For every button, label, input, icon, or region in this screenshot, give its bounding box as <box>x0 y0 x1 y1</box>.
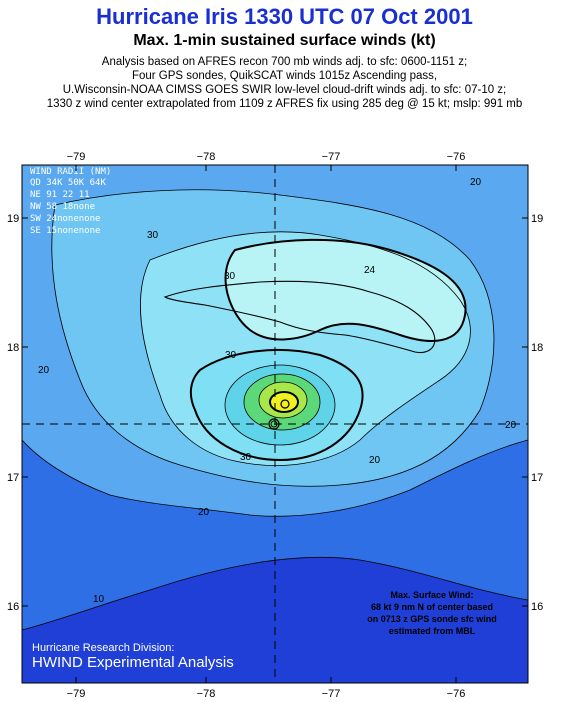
contour-lines <box>22 189 528 631</box>
lat-label-right: 18 <box>531 342 543 354</box>
max-wind-line: 68 kt 9 nm N of center based <box>371 602 493 612</box>
contour-labels: 30 30 30 30 20 20 20 20 20 10 24 <box>38 177 517 605</box>
lon-label-bottom: −78 <box>197 688 216 700</box>
analysis-note-4: 1330 z wind center extrapolated from 110… <box>46 98 523 110</box>
island-jamaica <box>163 280 436 354</box>
contour-label: 30 <box>225 350 237 361</box>
wind-radii-row: SW 24nonenone <box>30 214 100 224</box>
center-crosshair <box>22 165 528 683</box>
contour-label: 10 <box>93 594 105 605</box>
max-wind-note: Max. Surface Wind: 68 kt 9 nm N of cente… <box>367 590 497 636</box>
contour-50kt <box>224 364 336 446</box>
contour-20kt <box>22 556 528 631</box>
contour-55kt <box>243 373 321 431</box>
tick-marks <box>22 165 528 683</box>
max-wind-line: on 0713 z GPS sonde sfc wind <box>367 614 497 624</box>
coastline <box>163 280 436 354</box>
lat-label-right: 17 <box>531 472 543 484</box>
contour-24kt <box>22 439 528 517</box>
contour-label: 24 <box>364 265 376 276</box>
lat-label-left: 19 <box>7 213 19 225</box>
max-wind-line: Max. Surface Wind: <box>391 590 474 600</box>
analysis-note-1: Analysis based on AFRES recon 700 mb win… <box>101 56 468 68</box>
field-band-40kt <box>225 239 466 341</box>
contour-label: 20 <box>38 365 50 376</box>
contour-30kt <box>51 189 495 487</box>
contour-label: 30 <box>240 452 252 463</box>
contour-label: 20 <box>470 177 482 188</box>
wind-radii-header: QD 34K 50K 64K <box>30 178 106 188</box>
lat-label-left: 16 <box>7 601 19 613</box>
credit-division: Hurricane Research Division: <box>32 642 174 654</box>
max-wind-marker <box>280 399 290 409</box>
lon-label-bottom: −79 <box>67 688 86 700</box>
latitude-labels: 19 18 17 16 19 18 17 16 <box>7 213 543 613</box>
field-core-max <box>270 392 298 412</box>
contour-label: 30 <box>147 230 159 241</box>
map-subtitle: Max. 1-min sustained surface winds (kt) <box>133 32 436 49</box>
lat-label-left: 18 <box>7 342 19 354</box>
contour-40kt <box>224 238 467 342</box>
max-wind-line: estimated from MBL <box>389 626 476 636</box>
wind-radii-row: NW 58 18none <box>30 202 95 212</box>
wind-radii-row: NE 91 22 11 <box>30 190 90 200</box>
wind-radii-table: WIND RADII (NM) QD 34K 50K 64K NE 91 22 … <box>30 167 111 236</box>
contour-60kt <box>258 381 308 419</box>
contour-label: 20 <box>505 420 517 431</box>
contour-label: 20 <box>369 455 381 466</box>
lon-label-top: −79 <box>67 151 86 163</box>
longitude-labels: −79 −78 −77 −76 −79 −78 −77 −76 <box>67 151 466 700</box>
lat-label-right: 19 <box>531 213 543 225</box>
lon-label-top: −76 <box>447 151 466 163</box>
contour-64kt <box>269 391 299 413</box>
map-title: Hurricane Iris 1330 UTC 07 Oct 2001 <box>96 4 473 29</box>
lon-label-top: −77 <box>322 151 341 163</box>
lat-label-left: 17 <box>7 472 19 484</box>
wind-radii-title: WIND RADII (NM) <box>30 167 111 177</box>
lon-label-bottom: −76 <box>447 688 466 700</box>
contour-label: 20 <box>198 507 210 518</box>
wind-radii-row: SE 15nonenone <box>30 226 100 236</box>
lon-label-bottom: −77 <box>322 688 341 700</box>
plot-frame <box>21 164 529 684</box>
lon-label-top: −78 <box>197 151 216 163</box>
contour-34kt <box>140 231 471 466</box>
credit-analysis: HWIND Experimental Analysis <box>32 654 234 671</box>
contour-label: 30 <box>224 271 236 282</box>
contour-inner-cyan <box>189 349 364 462</box>
lat-label-right: 16 <box>531 601 543 613</box>
analysis-note-2: Four GPS sondes, QuikSCAT winds 1015z As… <box>131 70 438 82</box>
analysis-note-3: U.Wisconsin-NOAA CIMSS GOES SWIR low-lev… <box>62 84 507 96</box>
